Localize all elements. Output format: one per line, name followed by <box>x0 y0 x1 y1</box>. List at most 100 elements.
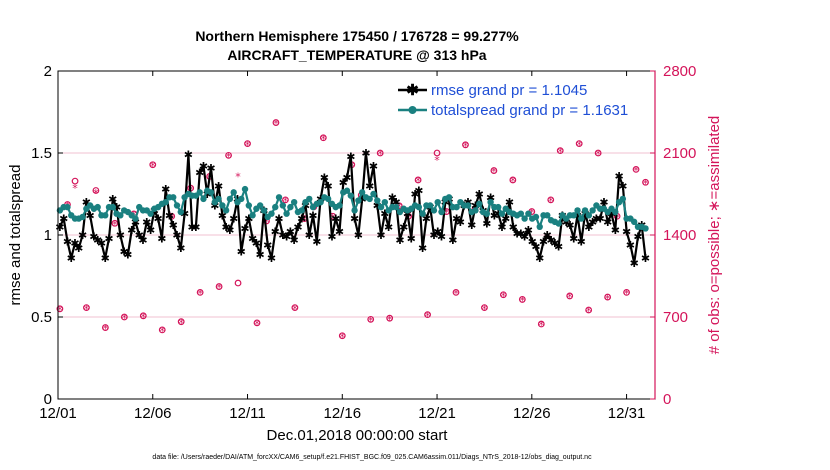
totalspread-point-66 <box>306 195 313 203</box>
rmse-point-78: ✱ <box>350 213 359 226</box>
totalspread-point-80 <box>358 189 366 196</box>
totalspread-point-147 <box>612 208 619 216</box>
obs-assimilated-point-29: * <box>330 211 336 224</box>
rmse-point-6: ✱ <box>78 229 87 242</box>
totalspread-point-117 <box>498 210 506 217</box>
rmse-point-5: ✱ <box>74 242 83 255</box>
obs-possible-point-11 <box>158 326 166 334</box>
obs-assimilated-point-25: * <box>292 303 298 316</box>
rmse-point-140: ✱ <box>584 221 593 234</box>
totalspread-point-57 <box>272 203 279 211</box>
rmse-point-137: ✱ <box>573 209 582 222</box>
rmse-point-84: ✱ <box>373 199 382 212</box>
totalspread-point-60 <box>283 210 290 217</box>
rmse-point-87: ✱ <box>384 221 393 234</box>
rmse-point-35: ✱ <box>188 221 197 234</box>
rmse-point-82: ✱ <box>365 180 374 193</box>
totalspread-point-123 <box>521 215 528 222</box>
rmse-point-55: ✱ <box>263 239 272 252</box>
totalspread-point-95 <box>415 203 423 211</box>
obs-possible-point-57 <box>594 149 602 157</box>
obs-possible-point-39 <box>424 311 431 319</box>
rmse-point-68: ✱ <box>312 236 321 249</box>
totalspread-point-69 <box>317 199 324 206</box>
totalspread-point-45 <box>226 195 234 203</box>
rmse-point-131: ✱ <box>550 237 559 250</box>
x-axis-ticks: 12/01 12/06 12/11 12/16 12/21 12/26 12/31 <box>39 71 645 422</box>
obs-possible-point-33 <box>367 315 375 323</box>
obs-possible-point-51 <box>537 320 545 328</box>
obs-assimilated-point-3: * <box>84 303 90 316</box>
rmse-point-38: ✱ <box>199 160 208 173</box>
rmse-point-62: ✱ <box>290 234 299 247</box>
rmse-point-8: ✱ <box>86 209 95 222</box>
rmse-point-0: ✱ <box>55 221 64 234</box>
totalspread-point-40 <box>207 189 215 196</box>
rmse-point-10: ✱ <box>93 234 102 247</box>
rmse-point-28: ✱ <box>161 183 170 196</box>
rmse-point-144: ✱ <box>599 196 608 209</box>
obs-assimilated-point-45: * <box>482 303 488 316</box>
rmse-point-23: ✱ <box>142 216 151 229</box>
rmse-point-100: ✱ <box>433 226 442 239</box>
rmse-point-67: ✱ <box>308 209 317 222</box>
rmse-point-11: ✱ <box>97 237 106 250</box>
totalspread-point-12 <box>102 212 109 219</box>
rmse-point-114: ✱ <box>486 191 495 204</box>
rmse-point-70: ✱ <box>320 172 329 185</box>
obs-possible-point-25 <box>291 304 299 312</box>
obs-assimilated-point-46: * <box>491 166 497 179</box>
rmse-point-44: ✱ <box>222 221 231 234</box>
rmse-point-63: ✱ <box>293 221 302 234</box>
rmse-point-145: ✱ <box>603 216 612 229</box>
obs-assimilated-point-41: * <box>444 207 450 220</box>
obs-possible-point-55 <box>575 140 583 148</box>
obs-possible-point-4 <box>92 187 100 194</box>
x-tick-label-2: 12/11 <box>229 405 265 422</box>
rmse-point-94: ✱ <box>410 188 419 201</box>
y-left-tick-label-3: 1.5 <box>31 145 52 162</box>
obs-assimilated-point-0: * <box>57 304 63 317</box>
rmse-point-60: ✱ <box>282 231 291 244</box>
obs-assimilated-point-62: * <box>643 177 649 190</box>
rmse-point-143: ✱ <box>596 213 605 226</box>
y-right-tick-label-1: 700 <box>663 309 688 326</box>
obs-assimilated-point-59: * <box>614 211 620 224</box>
totalspread-point-99 <box>430 207 438 214</box>
totalspread-point-129 <box>544 212 551 219</box>
rmse-point-4: ✱ <box>70 237 79 250</box>
obs-assimilated-point-11: * <box>159 325 165 338</box>
obs-assimilated-point-61: * <box>633 165 639 178</box>
obs-assimilated-point-42: * <box>453 288 459 301</box>
totalspread-point-76 <box>343 187 351 194</box>
totalspread-point-103 <box>445 194 453 201</box>
obs-possible-point-46 <box>490 167 498 174</box>
obs-assimilated-point-12: * <box>169 211 175 224</box>
rmse-point-120: ✱ <box>509 221 518 234</box>
obs-possible-point-34 <box>376 149 384 157</box>
rmse-point-65: ✱ <box>301 199 310 212</box>
rmse-point-109: ✱ <box>467 219 476 232</box>
rmse-point-32: ✱ <box>176 242 185 255</box>
obs-assimilated-point-35: * <box>387 313 393 326</box>
x-tick-label-0: 12/01 <box>39 405 77 422</box>
totalspread-point-155 <box>642 225 649 232</box>
rmse-point-101: ✱ <box>437 231 446 244</box>
legend-totalspread-label: totalspread grand pr = 1.1631 <box>431 102 628 119</box>
totalspread-point-58 <box>275 194 283 201</box>
x-tick-label-1: 12/06 <box>134 405 172 422</box>
obs-possible-point-40 <box>433 149 441 157</box>
obs-assimilated-point-10: * <box>150 160 156 173</box>
obs-assimilated-point-48: * <box>510 175 516 188</box>
rmse-point-81: ✱ <box>361 147 370 160</box>
y-left-tick-label-0: 0 <box>44 391 52 408</box>
rmse-point-39: ✱ <box>203 188 212 201</box>
rmse-point-123: ✱ <box>520 231 529 244</box>
obs-possible-point-38 <box>414 176 422 184</box>
rmse-point-19: ✱ <box>127 224 136 237</box>
obs-assimilated-point-23: * <box>273 118 279 131</box>
rmse-point-99: ✱ <box>429 229 438 242</box>
obs-possible-point-42 <box>452 289 460 296</box>
rmse-point-41: ✱ <box>210 199 219 212</box>
rmse-point-75: ✱ <box>339 177 348 190</box>
